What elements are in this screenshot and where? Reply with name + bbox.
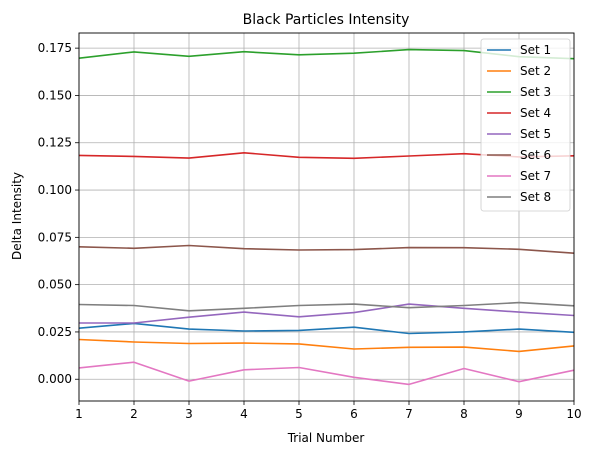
legend-label: Set 1 <box>520 43 551 57</box>
x-tick-label: 5 <box>295 407 303 421</box>
legend-label: Set 4 <box>520 106 551 120</box>
legend-label: Set 8 <box>520 190 551 204</box>
chart-title: Black Particles Intensity <box>243 12 410 28</box>
y-tick-label: 0.150 <box>38 88 72 102</box>
series-line-8 <box>78 301 575 312</box>
legend: Set 1 Set 2 Set 3 Set 4 Set 5 Set 6 Set 7 Set 8 <box>480 38 571 212</box>
x-tick-label: 2 <box>130 407 138 421</box>
series-line-5 <box>79 303 575 324</box>
x-tick-label: 3 <box>185 407 193 421</box>
x-tick-label: 7 <box>405 407 413 421</box>
y-axis-label: Delta Intensity <box>10 172 24 260</box>
series-line-7 <box>78 361 575 386</box>
y-tick-label: 0.100 <box>38 183 72 197</box>
legend-label: Set 2 <box>520 64 551 78</box>
y-tick-label: 0.025 <box>38 325 72 339</box>
legend-label: Set 5 <box>520 127 551 141</box>
x-tick-label: 8 <box>460 407 468 421</box>
y-tick-label: 0.075 <box>38 230 72 244</box>
y-tick-label: 0.050 <box>38 278 72 292</box>
y-tick-label: 0.125 <box>38 136 72 150</box>
x-tick-label: 9 <box>515 407 523 421</box>
legend-label: Set 3 <box>520 85 551 99</box>
series-line-1 <box>78 322 575 335</box>
legend-label: Set 6 <box>520 148 551 162</box>
legend-label: Set 7 <box>520 169 551 183</box>
plot-frame <box>78 32 575 402</box>
x-tick-label: 10 <box>566 407 581 421</box>
x-tick-label: 4 <box>240 407 248 421</box>
axis-ticks: 1 2 3 4 5 6 7 8 9 10 0.000 0.025 0.050 0.075 0.100 0.12… <box>38 41 582 421</box>
series-line-2 <box>78 338 575 353</box>
x-axis-label: Trial Number <box>287 431 365 445</box>
legend-box <box>480 38 571 212</box>
x-tick-label: 6 <box>350 407 358 421</box>
y-tick-label: 0.175 <box>38 41 72 55</box>
x-tick-label: 1 <box>75 407 83 421</box>
series-line-6 <box>78 244 575 254</box>
y-tick-label: 0.000 <box>38 372 72 386</box>
